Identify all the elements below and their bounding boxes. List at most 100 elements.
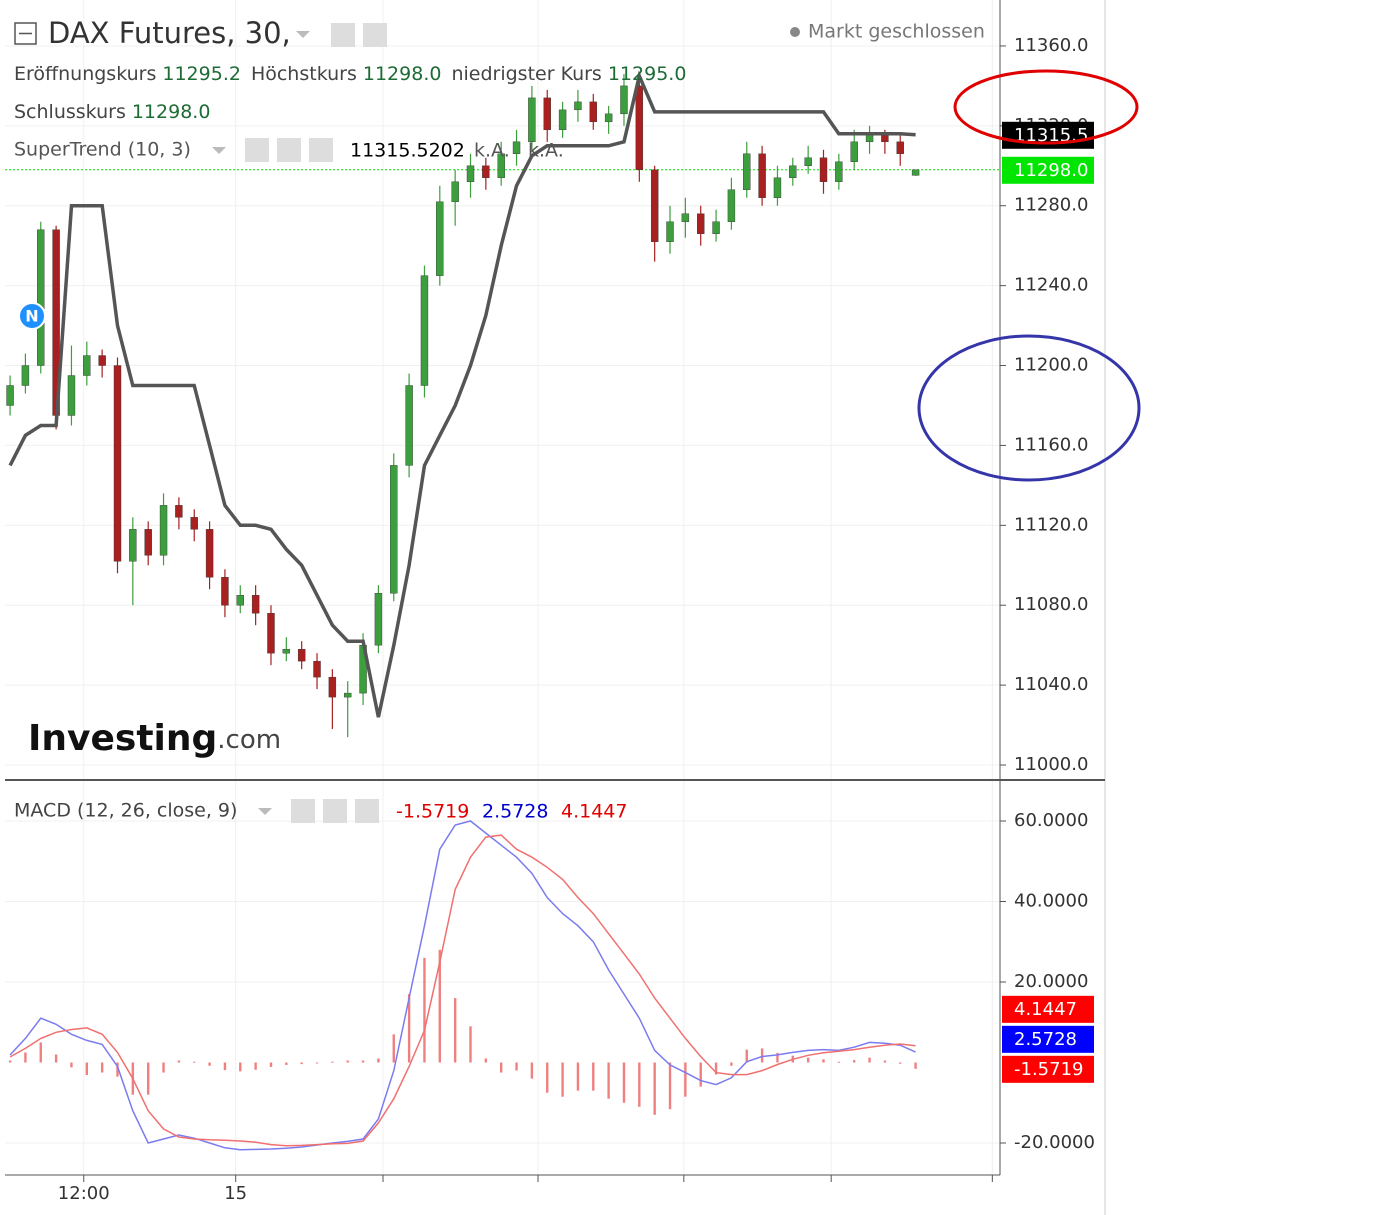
candle-body [896,141,904,155]
macd-histogram-bar [899,1062,902,1064]
candle-body [512,141,521,155]
candle-body [390,465,398,594]
macd-histogram-bar [361,1060,365,1063]
legend-label: niedrigster Kurs [451,63,601,85]
chart-title: DAX Futures, 30, [48,16,291,50]
legend-value: 11298.0 [132,101,211,123]
blue-ellipse-annotation [917,334,1141,482]
event-marker-label: N [25,307,38,326]
macd-title: MACD (12, 26, close, 9) [14,800,237,822]
x-tick-label: 12:00 [58,1183,110,1204]
eye-icon[interactable] [245,138,269,162]
candle-body [497,153,505,178]
macd-histogram-bar [730,1062,733,1066]
eye-icon[interactable] [291,799,315,823]
macd-histogram-bar [438,949,442,1063]
macd-histogram-bar [607,1062,610,1099]
candle-body [113,365,122,562]
macd-histogram-bar [177,1060,181,1063]
ohlc-legend: Eröffnungskurs 11295.2 Höchstkurs 11298.0 ni… [14,63,686,85]
y-tick-label: 20.0000 [1014,971,1088,992]
indicator-title: SuperTrend (10, 3) [14,139,191,161]
legend-value: 11295.2 [162,63,241,85]
candle-body [282,648,291,654]
candle-body [344,692,352,698]
candle-body [482,165,490,178]
macd-histogram-bar [668,1062,672,1110]
macd-histogram-bar [546,1062,549,1093]
axis-layer: 12:00 15 11000.0 11040.0 11080.0 11120.0 11160… [58,35,1095,1204]
ohlc-legend: Schlusskurs 11298.0 [14,101,210,123]
macd-histogram-bar [776,1052,779,1063]
candle-body [374,593,383,646]
macd-line [9,820,916,1151]
collapse-icon[interactable] [14,22,37,45]
macd-histogram-bar [515,1062,518,1071]
y-tick-label: 11200.0 [1014,355,1088,376]
candle-body [804,157,812,166]
macd-histogram-bar [39,1042,42,1063]
dropdown-arrow[interactable] [212,147,226,154]
macd-histogram-bar [499,1062,503,1073]
indicator-extra: k.A. [474,140,510,162]
macd-histogram-bar [684,1062,687,1097]
gear-icon[interactable] [323,799,347,823]
x-tick-label: 15 [224,1183,247,1204]
macd-histogram-bar [269,1062,273,1067]
macd-histogram-bar [837,1061,841,1063]
legend-value: 11298.0 [363,63,442,85]
y-tick-label: 11360.0 [1014,35,1088,56]
legend-label: Schlusskurs [14,101,126,123]
event-marker[interactable] [18,302,46,330]
candle-body [712,221,720,234]
candle-body [436,201,444,276]
candle-body [313,660,321,678]
gear-icon[interactable] [277,138,301,162]
status-dot [790,27,800,37]
candle-body [558,109,567,131]
candle-body [528,97,536,143]
candle-body [6,385,14,406]
close-icon[interactable] [309,138,333,162]
macd-histogram-bar [392,1034,395,1063]
candle-body [21,365,30,386]
candle-body [850,141,858,162]
candle-body [589,101,597,123]
y-tick-label: 11280.0 [1014,195,1088,216]
macd-histogram-bar [806,1057,810,1063]
candle-body [328,676,337,698]
candle-body [297,648,306,662]
eye-icon[interactable] [331,23,355,47]
macd-histogram-bar [423,957,426,1063]
y-tick-label: 11080.0 [1014,594,1088,615]
macd-histogram-bar [377,1058,380,1063]
macd-histogram-bar [24,1052,27,1063]
axis-badge [1002,156,1094,184]
gear-icon[interactable] [363,23,387,47]
macd-histogram-bar [100,1062,104,1073]
macd-histogram-bar [116,1062,119,1077]
macd-histogram-bar [914,1062,917,1069]
macd-signal-value: 4.1447 [561,801,627,823]
candle-body [819,157,828,182]
macd-histogram-bar [561,1062,564,1097]
legend-value: 11295.0 [608,63,687,85]
candle-body [743,153,751,190]
candle-body [727,189,736,222]
dropdown-arrow[interactable] [296,31,310,38]
macd-histogram-bar [162,1062,165,1073]
candle-body [466,165,475,182]
close-icon[interactable] [355,799,379,823]
watermark: Investing.com [28,718,281,759]
macd-histogram-bar [760,1048,764,1063]
candle-body [405,385,413,466]
macd-histogram-bar [70,1062,73,1068]
macd-histogram-bar [8,1060,12,1063]
legend-label: Eröffnungskurs [14,63,156,85]
dropdown-arrow[interactable] [258,808,272,815]
watermark-suffix: .com [217,725,281,755]
candle-body [144,529,152,556]
candle-body [835,161,843,182]
candle-body [175,505,183,518]
macd-histogram-bar [714,1062,718,1075]
